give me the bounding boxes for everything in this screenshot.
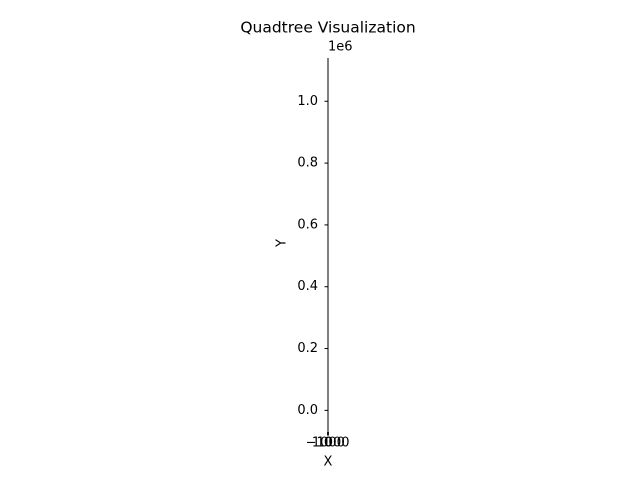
y-tick-label: 0.8 (297, 156, 318, 171)
chart-title: Quadtree Visualization (240, 19, 415, 37)
y-tick-label: 1.0 (297, 94, 318, 109)
x-tick-label: 0 (324, 436, 332, 451)
y-tick-label: 0.0 (297, 403, 318, 418)
y-axis-label: Y (275, 239, 290, 248)
y-offset-label: 1e6 (328, 40, 353, 55)
y-tick-label: 0.2 (297, 341, 318, 356)
x-tick-label: −1000 (306, 436, 350, 451)
x-axis-label: X (324, 455, 333, 470)
x-tick-label: 1000 (312, 436, 345, 451)
y-tick-label: 0.6 (297, 217, 318, 232)
y-tick-label: 0.4 (297, 279, 318, 294)
